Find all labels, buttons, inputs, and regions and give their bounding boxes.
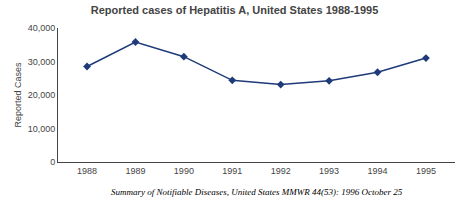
svg-text:Reported Cases: Reported Cases xyxy=(13,62,23,128)
svg-text:1988: 1988 xyxy=(77,166,97,176)
svg-text:10,000: 10,000 xyxy=(28,124,56,134)
svg-text:Summary of Notifiable Diseases: Summary of Notifiable Diseases, United S… xyxy=(111,187,403,197)
svg-text:20,000: 20,000 xyxy=(28,90,56,100)
svg-text:1992: 1992 xyxy=(271,166,291,176)
svg-text:1994: 1994 xyxy=(368,166,388,176)
svg-text:1993: 1993 xyxy=(319,166,339,176)
svg-text:Reported cases of Hepatitis A,: Reported cases of Hepatitis A, United St… xyxy=(91,4,379,16)
svg-text:1995: 1995 xyxy=(416,166,436,176)
svg-text:1990: 1990 xyxy=(174,166,194,176)
svg-text:40,000: 40,000 xyxy=(28,23,56,33)
svg-text:30,000: 30,000 xyxy=(28,57,56,67)
svg-text:1991: 1991 xyxy=(222,166,242,176)
svg-text:1989: 1989 xyxy=(125,166,145,176)
svg-text:0: 0 xyxy=(50,157,55,167)
